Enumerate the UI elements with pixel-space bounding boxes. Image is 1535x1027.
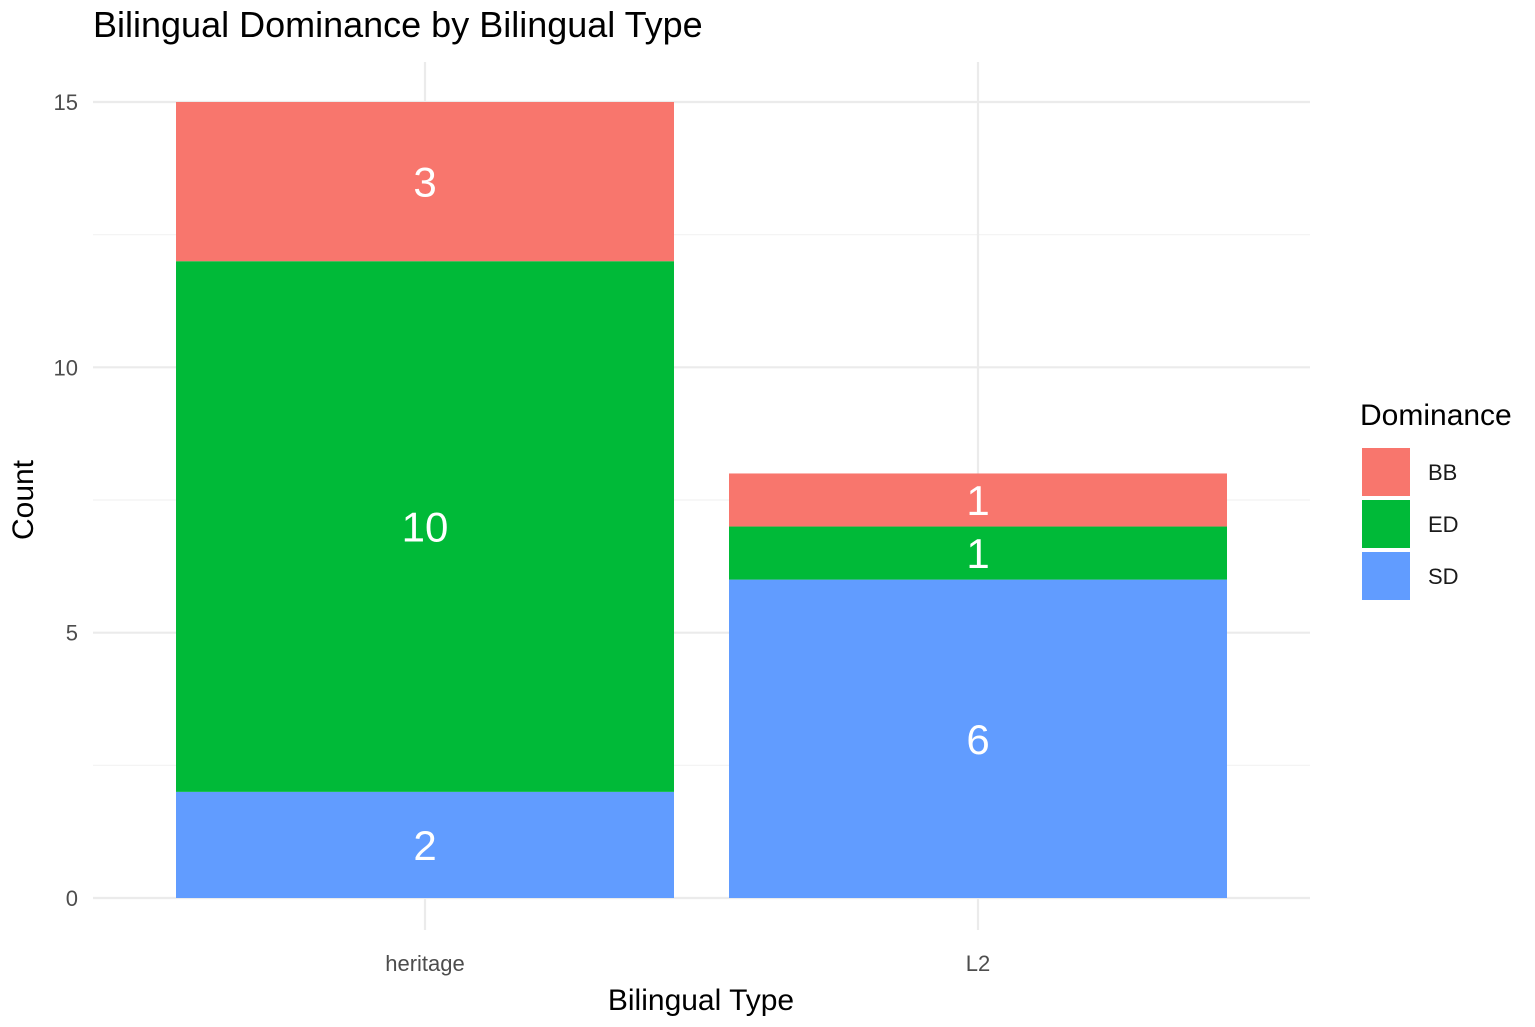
- x-tick-label: heritage: [385, 951, 465, 976]
- legend-title: Dominance: [1360, 399, 1512, 432]
- legend-key-bb: [1362, 448, 1410, 496]
- y-tick-label: 10: [54, 355, 78, 380]
- y-tick-label: 15: [54, 90, 78, 115]
- chart-title: Bilingual Dominance by Bilingual Type: [93, 4, 703, 45]
- bar-ed-l2: [729, 526, 1227, 580]
- legend-key-ed: [1362, 500, 1410, 548]
- bars: [176, 102, 1227, 898]
- bar-value-label: 10: [402, 504, 449, 551]
- bar-value-label: 1: [966, 530, 989, 577]
- bar-sd-l2: [729, 579, 1227, 898]
- x-axis-title: Bilingual Type: [608, 984, 794, 1017]
- y-axis-title: Count: [7, 459, 40, 540]
- y-tick-label: 5: [66, 621, 78, 646]
- bar-bb-l2: [729, 473, 1227, 527]
- legend: Dominance BB ED SD: [1360, 399, 1512, 600]
- bar-value-label: 1: [966, 477, 989, 524]
- bar-bb-heritage: [176, 102, 674, 262]
- bar-labels: 2 10 3 6 1 1: [402, 159, 990, 869]
- legend-label-bb: BB: [1428, 460, 1457, 485]
- y-axis-ticks: 0 5 10 15: [54, 90, 78, 911]
- legend-label-ed: ED: [1428, 512, 1459, 537]
- legend-key-sd: [1362, 552, 1410, 600]
- bar-ed-heritage: [176, 261, 674, 792]
- bar-value-label: 6: [966, 716, 989, 763]
- bar-sd-heritage: [176, 791, 674, 898]
- bar-value-label: 3: [413, 159, 436, 206]
- x-tick-label: L2: [966, 951, 990, 976]
- y-tick-label: 0: [66, 886, 78, 911]
- bar-value-label: 2: [413, 822, 436, 869]
- x-axis-ticks: heritage L2: [385, 951, 990, 976]
- legend-label-sd: SD: [1428, 564, 1459, 589]
